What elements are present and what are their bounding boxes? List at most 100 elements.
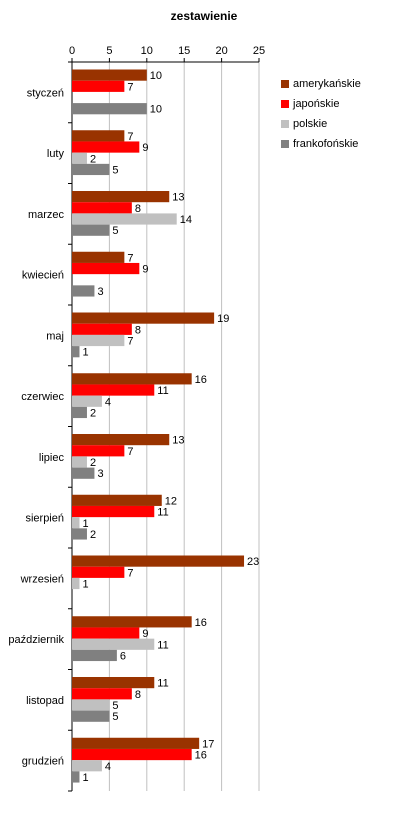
bar — [72, 141, 140, 153]
data-label: 10 — [150, 70, 162, 82]
bar — [72, 445, 125, 457]
x-tick-label: 0 — [69, 45, 75, 57]
bar — [72, 566, 125, 578]
bar — [72, 323, 132, 335]
x-tick-label: 25 — [253, 45, 265, 57]
data-label: 9 — [142, 264, 148, 276]
category-label: luty — [47, 148, 65, 160]
bar — [72, 638, 155, 650]
category-label: listopad — [26, 695, 64, 707]
bar — [72, 80, 125, 92]
data-label: 23 — [247, 556, 259, 568]
bar — [72, 434, 170, 446]
data-label: 7 — [127, 567, 133, 579]
bar — [72, 627, 140, 639]
bar — [72, 285, 95, 297]
data-label: 7 — [127, 81, 133, 93]
data-label: 2 — [90, 407, 96, 419]
data-label: 5 — [112, 225, 118, 237]
bar — [72, 262, 140, 275]
bar — [72, 688, 132, 700]
data-label: 1 — [82, 579, 88, 591]
data-label: 2 — [90, 153, 96, 165]
data-label: 13 — [172, 435, 184, 447]
category-label: maj — [46, 330, 64, 342]
data-label: 1 — [82, 772, 88, 784]
data-label: 5 — [112, 711, 118, 723]
category-label: lipiec — [39, 452, 65, 464]
bar — [72, 517, 80, 529]
legend-label: frankofońskie — [293, 138, 359, 150]
bar — [72, 677, 155, 689]
bar — [72, 152, 87, 164]
data-label: 2 — [90, 529, 96, 541]
legend-label: polskie — [293, 118, 328, 130]
data-label: 1 — [82, 347, 88, 359]
bar — [72, 555, 245, 567]
bar — [72, 577, 80, 590]
data-label: 16 — [195, 617, 207, 629]
legend-label: japońskie — [293, 98, 340, 110]
bar — [72, 251, 125, 263]
bar — [72, 505, 155, 518]
data-label: 7 — [127, 131, 133, 143]
bar — [72, 334, 125, 347]
data-label: 6 — [120, 650, 126, 662]
data-label: 4 — [105, 761, 111, 773]
legend-swatch — [281, 80, 289, 88]
bar — [72, 494, 162, 506]
category-label: styczeń — [27, 87, 64, 99]
legend-swatch — [281, 100, 289, 108]
bar — [72, 748, 192, 761]
bar — [72, 760, 102, 772]
bar — [72, 130, 125, 142]
legend-item: frankofońskie — [281, 134, 361, 154]
bar — [72, 373, 192, 385]
bar — [72, 616, 192, 628]
legend-swatch — [281, 120, 289, 128]
data-label: 11 — [157, 507, 168, 519]
data-label: 7 — [127, 336, 133, 348]
data-label: 8 — [135, 324, 141, 336]
legend-item: japońskie — [281, 94, 361, 114]
x-tick-label: 5 — [106, 45, 112, 57]
data-label: 11 — [157, 639, 168, 651]
data-label: 11 — [157, 385, 168, 397]
bar — [72, 699, 110, 711]
data-label: 7 — [127, 252, 133, 264]
legend-item: amerykańskie — [281, 74, 361, 94]
category-label: marzec — [28, 209, 65, 221]
data-label: 7 — [127, 446, 133, 458]
bar — [72, 456, 87, 468]
bar — [72, 312, 215, 324]
data-label: 2 — [90, 457, 96, 469]
category-label: sierpień — [25, 513, 64, 525]
bar — [72, 191, 170, 203]
data-label: 8 — [135, 203, 141, 215]
legend-item: polskie — [281, 114, 361, 134]
data-label: 9 — [142, 142, 148, 154]
bar — [72, 213, 177, 225]
bar — [72, 346, 80, 358]
data-label: 8 — [135, 689, 141, 701]
legend-swatch — [281, 140, 289, 148]
bar — [72, 163, 110, 176]
bar — [72, 737, 200, 749]
bar — [72, 528, 87, 540]
bar — [72, 384, 155, 396]
bar — [72, 467, 95, 479]
data-label: 4 — [105, 396, 111, 408]
legend: amerykańskie japońskie polskie frankofoński… — [281, 74, 361, 154]
data-label: 13 — [172, 192, 184, 204]
data-label: 17 — [202, 738, 214, 750]
data-label: 9 — [142, 628, 148, 640]
data-label: 12 — [165, 495, 177, 507]
data-label: 16 — [195, 374, 207, 386]
chart-title: zestawienie — [170, 9, 238, 23]
data-label: 14 — [180, 214, 192, 226]
data-label: 16 — [195, 750, 207, 762]
category-label: październik — [8, 634, 64, 646]
bar — [72, 710, 110, 722]
data-label: 5 — [112, 164, 118, 176]
